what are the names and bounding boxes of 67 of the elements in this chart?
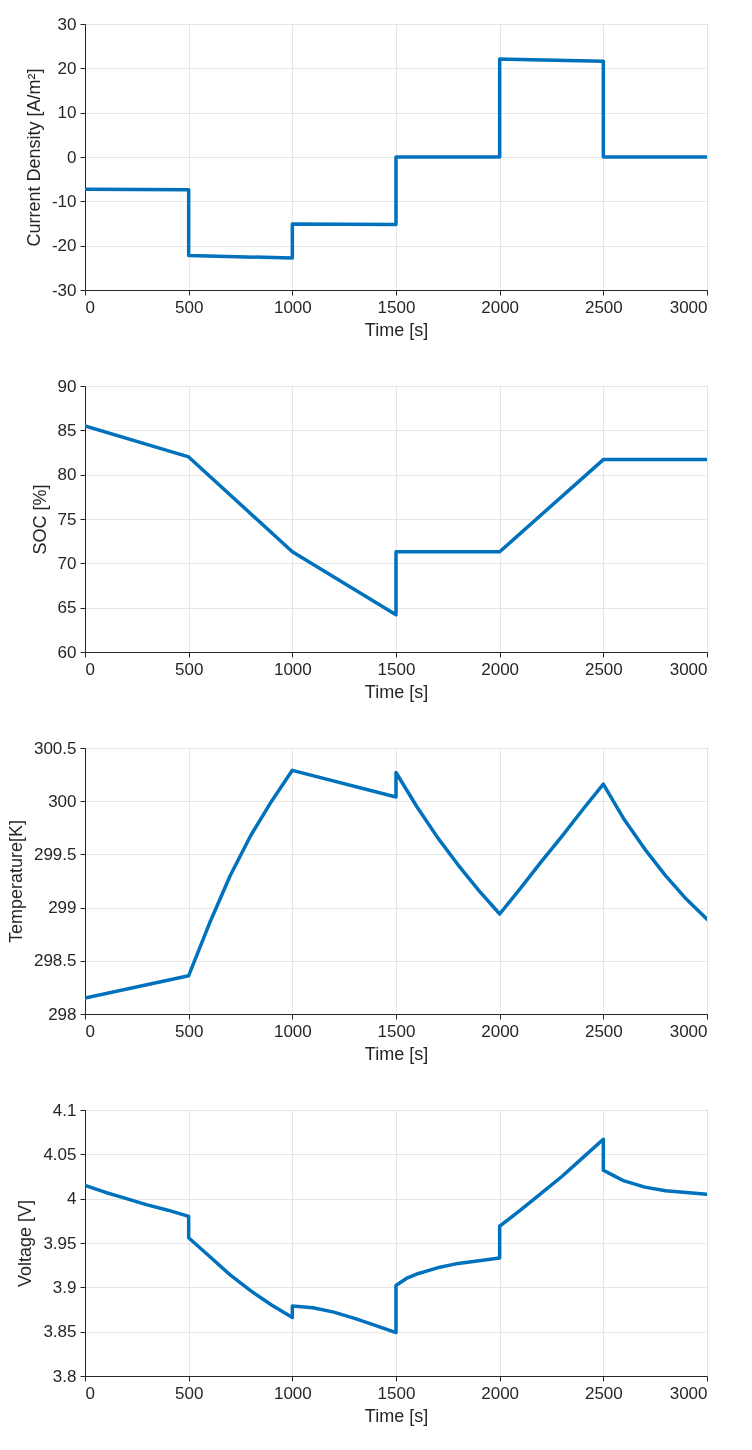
x-tick-label: 1000 [273, 297, 312, 317]
x-tick-label: 3000 [669, 659, 708, 679]
y-tick-label: -20 [51, 236, 77, 256]
y-tick-label: 30 [57, 14, 77, 34]
y-tick-label: 90 [57, 376, 77, 396]
y-tick-label: 20 [57, 58, 77, 78]
y-tick-label: 3.85 [43, 1322, 77, 1342]
x-tick-label: 1500 [377, 297, 416, 317]
x-tick-label: 0 [85, 1021, 95, 1041]
x-tick-label: 500 [174, 659, 204, 679]
y-tick-label: 10 [57, 103, 77, 123]
y-tick-label: 75 [57, 509, 77, 529]
line-series [85, 424, 707, 617]
x-axis-title: Time [s] [364, 319, 429, 340]
y-axis-title: Voltage [V] [15, 1199, 36, 1288]
x-tick-label: 1500 [377, 1383, 416, 1403]
x-tick-label: 2500 [584, 297, 623, 317]
x-tick-label: 500 [174, 297, 204, 317]
y-tick-label: 0 [67, 147, 77, 167]
line-series [85, 768, 707, 1000]
y-tick-label: 298 [48, 1004, 77, 1024]
x-tick-label: 3000 [669, 1021, 708, 1041]
y-tick-label: 3.8 [52, 1366, 77, 1386]
x-axis-title: Time [s] [364, 1043, 429, 1064]
x-tick-label: 0 [85, 659, 95, 679]
line-series [85, 57, 707, 260]
y-tick-label: 80 [57, 465, 77, 485]
y-axis-title: Temperature[K] [5, 819, 26, 944]
x-tick-label: 2000 [481, 659, 520, 679]
x-tick-label: 1500 [377, 659, 416, 679]
y-tick-label: 60 [57, 642, 77, 662]
x-tick-label: 1000 [273, 1021, 312, 1041]
y-tick-label: 299.5 [33, 844, 77, 864]
x-tick-label: 1000 [273, 1383, 312, 1403]
y-tick-label: 4.05 [43, 1144, 77, 1164]
x-tick-label: 2500 [584, 1383, 623, 1403]
x-tick-label: 2000 [481, 1021, 520, 1041]
x-tick-label: 2000 [481, 297, 520, 317]
x-tick-label: 2500 [584, 659, 623, 679]
y-axis-title: SOC [%] [29, 484, 50, 555]
y-tick-label: 299 [48, 898, 77, 918]
x-tick-label: 1000 [273, 659, 312, 679]
y-tick-label: -30 [51, 280, 77, 300]
y-tick-label: 4 [67, 1189, 77, 1209]
y-tick-label: 300 [48, 791, 77, 811]
x-axis-title: Time [s] [364, 1405, 429, 1426]
y-tick-label: 85 [57, 420, 77, 440]
y-tick-label: 4.1 [52, 1100, 77, 1120]
y-tick-label: 300.5 [33, 738, 77, 758]
x-tick-label: 3000 [669, 1383, 708, 1403]
y-axis-title: Current Density [A/m²] [23, 68, 44, 247]
x-tick-label: 2500 [584, 1021, 623, 1041]
y-tick-label: 298.5 [33, 951, 77, 971]
x-tick-label: 2000 [481, 1383, 520, 1403]
x-tick-label: 500 [174, 1021, 204, 1041]
y-tick-label: 65 [57, 598, 77, 618]
x-tick-label: 0 [85, 1383, 95, 1403]
x-axis-title: Time [s] [364, 681, 429, 702]
y-tick-label: 3.9 [52, 1277, 77, 1297]
line-series [85, 1137, 707, 1335]
y-tick-label: 70 [57, 553, 77, 573]
x-tick-label: 3000 [669, 297, 708, 317]
y-tick-label: 3.95 [43, 1233, 77, 1253]
y-tick-label: -10 [51, 191, 77, 211]
x-tick-label: 1500 [377, 1021, 416, 1041]
x-tick-label: 0 [85, 297, 95, 317]
x-tick-label: 500 [174, 1383, 204, 1403]
